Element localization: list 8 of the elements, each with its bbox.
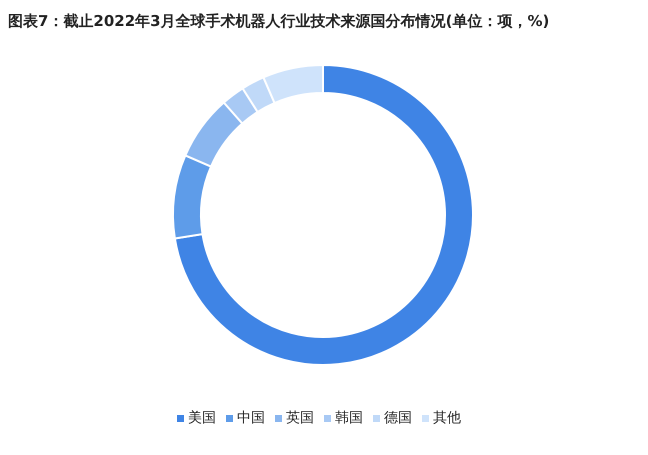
donut-slice: [174, 64, 474, 366]
legend-label: 德国: [384, 410, 412, 426]
legend-label: 韩国: [335, 410, 363, 426]
legend-label: 英国: [286, 410, 314, 426]
legend-label: 美国: [188, 410, 216, 426]
legend-label: 中国: [237, 410, 265, 426]
chart-title: 图表7：截止2022年3月全球手术机器人行业技术来源国分布情况(单位：项，%): [8, 11, 550, 32]
legend-label: 其他: [433, 410, 461, 426]
